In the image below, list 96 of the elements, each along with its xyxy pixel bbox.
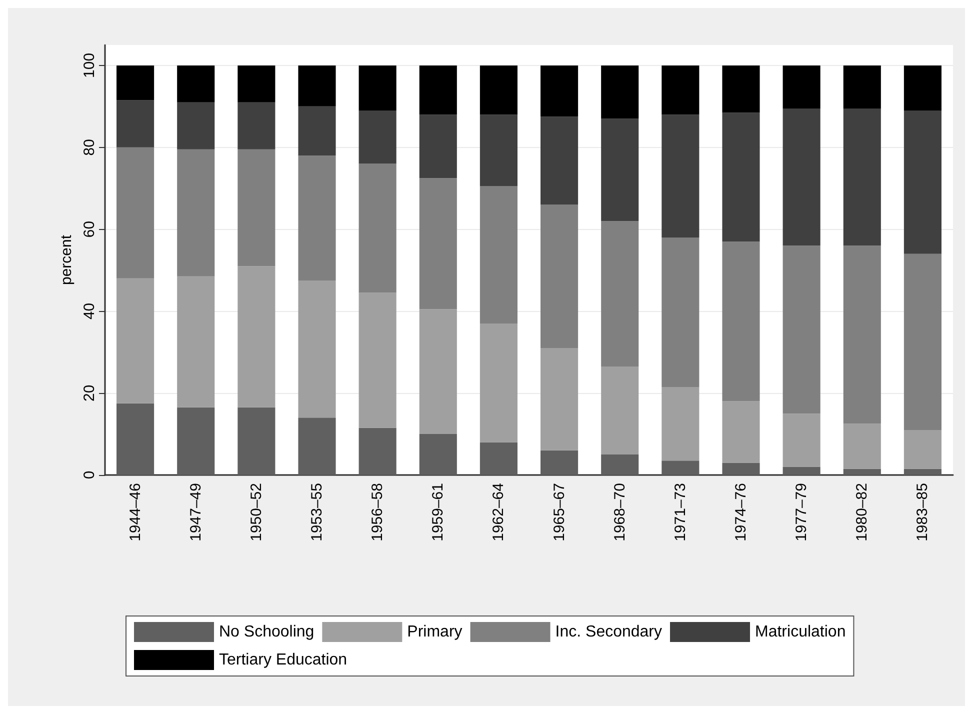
bar: [116, 65, 154, 100]
bar: [722, 242, 760, 402]
bar: [782, 246, 820, 414]
bar: [358, 164, 396, 293]
bar: [238, 65, 276, 102]
bar: [722, 401, 760, 463]
bar: [419, 309, 457, 434]
bar: [662, 237, 700, 387]
bar: [904, 254, 942, 430]
bar: [177, 149, 215, 276]
x-tick-label: 1962–64: [490, 483, 508, 542]
bar: [358, 428, 396, 475]
x-tick-label: 1965–67: [550, 483, 568, 542]
bar: [782, 65, 820, 108]
bar: [843, 246, 881, 424]
bar: [782, 108, 820, 246]
bar: [177, 65, 215, 102]
bar: [540, 65, 578, 117]
y-tick-label: 80: [81, 139, 98, 156]
x-tick-label: 1944–46: [126, 483, 144, 542]
bar: [177, 407, 215, 475]
bar: [419, 65, 457, 115]
x-tick-label: 1974–76: [732, 483, 750, 542]
bar: [601, 366, 639, 455]
bar: [843, 65, 881, 108]
x-tick-label: 1977–79: [793, 483, 810, 542]
bar: [904, 430, 942, 469]
bar: [480, 186, 518, 324]
bar: [662, 114, 700, 238]
bar: [662, 386, 700, 461]
x-tick-label: 1971–73: [672, 483, 689, 542]
bar: [480, 442, 518, 475]
y-tick-label: 20: [81, 384, 98, 402]
bar: [843, 108, 881, 246]
x-tick-label: 1956–58: [369, 483, 386, 542]
bar: [480, 323, 518, 442]
bar: [540, 116, 578, 205]
bar: [540, 204, 578, 348]
bar: [782, 414, 820, 467]
bar: [722, 112, 760, 242]
bar: [480, 114, 518, 186]
y-tick-label: 0: [81, 470, 98, 480]
bar: [358, 110, 396, 164]
x-tick-label: 1950–52: [248, 483, 265, 542]
bar: [116, 278, 154, 404]
bar: [238, 266, 276, 408]
bar: [298, 418, 336, 475]
x-tick-label: 1980–82: [854, 483, 871, 542]
y-axis-title: percent: [58, 234, 76, 286]
bar: [116, 147, 154, 278]
bar: [601, 65, 639, 119]
x-tick-label: 1983–85: [914, 483, 932, 542]
bar: [298, 280, 336, 418]
bar: [601, 454, 639, 475]
legend-label: Tertiary Education: [219, 652, 348, 668]
bar: [601, 118, 639, 222]
bar: [419, 178, 457, 310]
bar: [419, 114, 457, 178]
bar: [540, 450, 578, 475]
bar: [843, 424, 881, 469]
bar: [722, 65, 760, 113]
bar: [722, 462, 760, 475]
bar: [904, 468, 942, 475]
bar: [662, 65, 700, 115]
bar: [116, 403, 154, 475]
bar: [904, 65, 942, 111]
bar: [540, 348, 578, 450]
bar: [419, 434, 457, 475]
bar: [782, 466, 820, 475]
legend-label: No Schooling: [219, 624, 314, 640]
x-tick-label: 1959–61: [430, 483, 447, 542]
bar: [298, 156, 336, 280]
bar: [298, 65, 336, 106]
bar: [116, 100, 154, 148]
bar: [298, 106, 336, 156]
x-tick-label: 1968–70: [611, 483, 628, 542]
legend-label: Matriculation: [755, 624, 846, 640]
bar: [662, 460, 700, 475]
bar: [843, 468, 881, 475]
bar: [177, 102, 215, 150]
bar: [480, 65, 518, 115]
bar: [238, 407, 276, 475]
x-tick-label: 1947–49: [187, 483, 204, 542]
bar: [177, 276, 215, 408]
bar: [358, 65, 396, 111]
y-tick-label: 60: [81, 220, 98, 238]
legend-label: Inc. Secondary: [555, 624, 662, 640]
bar: [238, 149, 276, 266]
bar: [358, 292, 396, 428]
y-tick-label: 40: [81, 302, 98, 320]
legend-label: Primary: [407, 624, 462, 640]
y-tick-label: 100: [81, 52, 98, 78]
bar: [601, 221, 639, 366]
bar: [904, 110, 942, 254]
x-tick-label: 1953–55: [308, 483, 326, 542]
bar: [238, 102, 276, 150]
